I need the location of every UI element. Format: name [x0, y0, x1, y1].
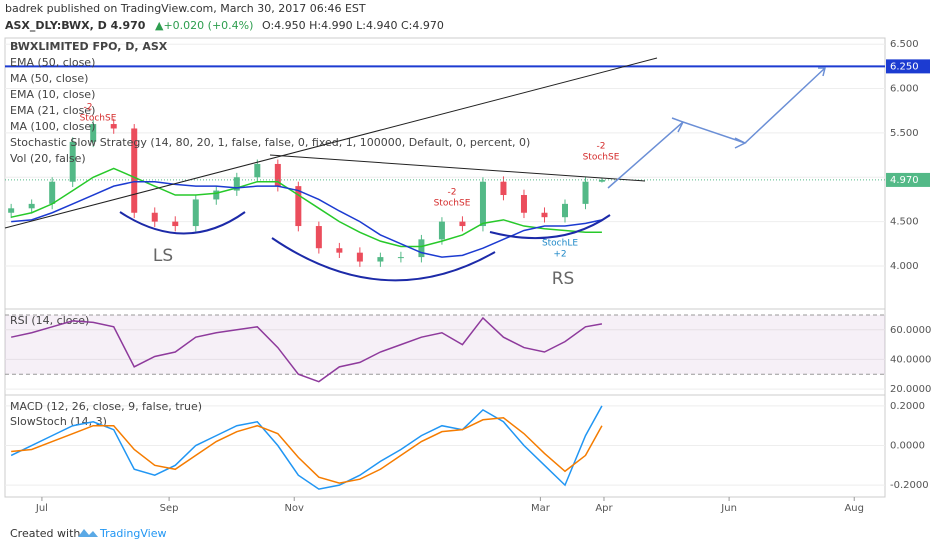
y-tick-label: 20.0000 — [890, 384, 931, 395]
candle-body — [479, 181, 486, 227]
y-tick-label: 6.500 — [890, 39, 919, 50]
publisher: badrek published on TradingView.com, Mar… — [5, 2, 366, 15]
head-curve — [271, 237, 496, 282]
candle-body — [151, 212, 158, 222]
candle-body — [274, 163, 281, 187]
right-shoulder-curve — [489, 214, 611, 240]
annotation: -2 — [597, 142, 606, 152]
candle-body — [541, 212, 548, 218]
annotation: +2 — [553, 250, 566, 260]
candle-body — [438, 221, 445, 240]
pane-title: MACD (12, 26, close, 9, false, true) — [10, 400, 202, 413]
candle-body — [377, 257, 384, 262]
candle-body — [397, 257, 404, 259]
candle-body — [28, 203, 35, 209]
series-line — [10, 405, 603, 490]
ls-label: LS — [153, 246, 173, 266]
y-tick-label: 60.0000 — [890, 325, 931, 336]
footer-brand[interactable]: TradingView — [99, 527, 166, 540]
y-tick-label: 4.000 — [890, 261, 919, 272]
projection-arrow — [607, 67, 826, 189]
candle-body — [315, 226, 322, 249]
y-tick-label: 0.2000 — [890, 401, 925, 412]
x-tick-label: Nov — [284, 503, 304, 514]
candle-body — [418, 239, 425, 258]
price-badge-label: 6.250 — [890, 61, 919, 72]
trendline — [4, 57, 658, 229]
candle-body — [90, 124, 97, 142]
indicator-label: MA (100, close) — [10, 120, 95, 133]
left-shoulder-curve — [119, 211, 246, 235]
y-tick-label: 4.500 — [890, 217, 919, 228]
annotation: -2 — [84, 103, 93, 113]
candle-body — [336, 248, 343, 253]
pane-title: RSI (14, close) — [10, 314, 89, 327]
annotation: StochSE — [583, 153, 620, 163]
y-tick-label: -0.2000 — [890, 480, 929, 491]
indicator-label: MA (50, close) — [10, 72, 88, 85]
candle-body — [562, 203, 568, 218]
price-badge — [886, 59, 930, 74]
candle-body — [8, 208, 15, 213]
series-line — [10, 316, 603, 383]
logo — [78, 529, 98, 537]
candle-body — [213, 190, 220, 200]
annotation: StochLE — [542, 239, 578, 249]
candle-body — [172, 221, 179, 227]
neckline — [269, 154, 646, 182]
candle-body — [500, 181, 507, 196]
indicator-label: Vol (20, false) — [10, 152, 86, 165]
candle-body — [233, 177, 240, 191]
candle-body — [582, 181, 589, 204]
pane-subtitle: SlowStoch (14, 3) — [10, 415, 107, 428]
series-line — [10, 167, 602, 248]
candle-body — [254, 163, 261, 178]
symbol: ASX_DLY:BWX, D 4.970 — [5, 19, 146, 32]
price-badge — [886, 172, 930, 187]
ohlc: O:4.950 H:4.990 L:4.940 C:4.970 — [262, 19, 444, 32]
candle-body — [459, 221, 466, 227]
y-tick-label: 0.0000 — [890, 441, 925, 452]
candle-body — [295, 186, 302, 227]
series-line — [11, 417, 603, 484]
annotation: StochSE — [80, 114, 117, 124]
price-badge-label: 4.970 — [890, 175, 919, 186]
pane-title: BWXLIMITED FPO, D, ASX — [10, 40, 168, 53]
y-tick-label: 6.000 — [890, 84, 919, 95]
x-tick-label: Jun — [720, 503, 737, 514]
series-line — [11, 180, 603, 258]
indicator-label: EMA (21, close) — [10, 104, 95, 117]
candle-body — [131, 128, 138, 213]
candle-body — [192, 199, 199, 227]
annotation: -2 — [448, 188, 457, 198]
rs-label: RS — [552, 269, 575, 289]
candle-body — [598, 179, 605, 182]
footer-created: Created with — [10, 527, 80, 540]
x-tick-label: Apr — [595, 503, 613, 514]
annotation: StochSE — [434, 199, 471, 209]
candle-body — [520, 195, 527, 213]
indicator-label: EMA (10, close) — [10, 88, 95, 101]
y-tick-label: 5.500 — [890, 128, 919, 139]
rsi-band — [5, 314, 885, 375]
plot: 6.5006.0005.5005.0004.5004.0006.2504.970… — [5, 39, 931, 514]
x-tick-label: Mar — [531, 503, 551, 514]
y-tick-label: 40.0000 — [890, 354, 931, 365]
indicator-label: EMA (50, close) — [10, 56, 95, 69]
candle-body — [356, 252, 363, 262]
candle-body — [69, 141, 76, 182]
candle-body — [110, 124, 117, 129]
x-tick-label: Jul — [35, 503, 48, 514]
x-tick-label: Sep — [160, 503, 179, 514]
change: ▲+0.020 (+0.4%) — [155, 19, 253, 32]
candle-body — [49, 181, 56, 204]
x-tick-label: Aug — [844, 503, 864, 514]
indicator-label: Stochastic Slow Strategy (14, 80, 20, 1,… — [10, 136, 530, 149]
frame — [4, 37, 886, 498]
